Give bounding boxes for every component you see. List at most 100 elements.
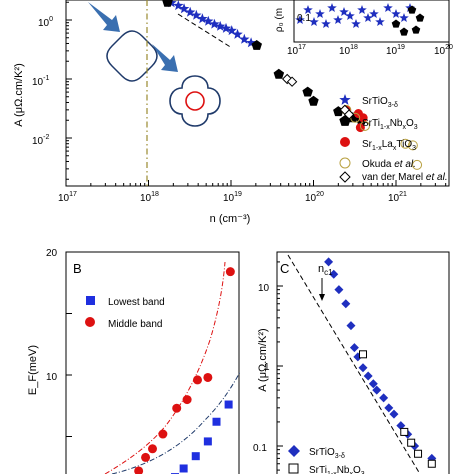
star-marker: [197, 13, 208, 24]
panel-c-ticks: [277, 261, 283, 471]
legend-text-part: x: [393, 145, 397, 152]
pentagon-marker: [273, 68, 285, 79]
circle-marker: [358, 113, 368, 123]
pentagon-marker: [407, 5, 417, 14]
open-square-marker: [400, 427, 409, 436]
open-square-marker: [427, 459, 436, 468]
star-marker: [357, 5, 367, 14]
legend-b-circle: [85, 317, 95, 327]
panel-b-label: B: [73, 261, 82, 276]
star-marker: [351, 19, 361, 28]
square-marker: [212, 417, 221, 426]
star-marker: [209, 18, 220, 29]
legend-text-part: 3: [412, 145, 416, 152]
star-marker: [184, 6, 196, 17]
star-marker: [220, 22, 232, 33]
star-marker: [391, 9, 401, 18]
a-xtick-3: 1020: [305, 191, 324, 204]
diamond-marker: [368, 379, 378, 389]
panel-a: 100 10-1 10-2 1017 1018 1019 1020 1021 n…: [13, 0, 453, 225]
a-xtick-1: 1018: [140, 191, 159, 204]
circle-marker: [182, 395, 192, 405]
legend-text-part: SrTi: [362, 118, 380, 129]
panel-c-frame: [276, 251, 450, 474]
square-marker: [191, 452, 200, 461]
panel-a-ticks: [65, 1, 447, 186]
diamond-marker: [329, 269, 339, 279]
open-circle-marker: [359, 120, 370, 131]
inset-xtick-3: 1020: [434, 44, 453, 57]
panel-a-data: [162, 0, 423, 170]
diamond-marker: [341, 299, 351, 309]
legend-a-entry-0: SrTiO3-δ: [362, 96, 398, 109]
a-xtick-4: 1021: [388, 191, 407, 204]
legend-a: SrTiO3-δ SrTi1-xNbxO3 Sr1-xLaxTiO3 Okuda…: [339, 94, 448, 183]
legend-text-part: Nb: [390, 118, 403, 129]
legend-text-part: van der Marel: [362, 172, 426, 183]
open-diamond-marker: [339, 171, 351, 183]
legend-c-entry-0: SrTiO3-δ: [309, 447, 345, 460]
star-marker: [309, 17, 319, 26]
star-marker: [315, 9, 325, 18]
legend-c: SrTiO3-δ SrTi1-xNbxO3: [288, 445, 365, 474]
power-law-guide: [177, 13, 233, 49]
panel-b-ticks: [66, 313, 72, 437]
star-marker: [203, 15, 214, 26]
panel-c-guide: [287, 254, 421, 474]
legend-text-part: Sr: [362, 139, 373, 150]
legend-text-part: et al.: [394, 159, 416, 170]
legend-text-part: 3: [361, 471, 365, 474]
a-xlabel: n (cm⁻³): [210, 213, 251, 225]
diamond-marker: [379, 393, 389, 403]
a-ytick-0: 100: [38, 16, 53, 29]
legend-text-part: TiO: [396, 139, 412, 150]
a-xtick-2: 1019: [223, 191, 242, 204]
legend-a-entry-2: Sr1-xLaxTiO3: [362, 139, 416, 152]
inset-data: [295, 3, 425, 36]
star-marker: [363, 13, 373, 22]
star-marker: [232, 28, 243, 39]
circle-marker: [225, 267, 235, 277]
star-marker: [339, 7, 349, 16]
diamond-marker: [324, 257, 334, 267]
star-marker: [178, 3, 190, 14]
legend-text-part: 1-x: [327, 471, 337, 474]
star-marker: [399, 13, 409, 22]
legend-b: Lowest band Middle band: [85, 296, 165, 330]
legend-c-diamond: [288, 445, 300, 457]
circle-marker: [148, 444, 157, 454]
a-xtick-0: 1017: [58, 191, 77, 204]
panel-c-data: [324, 257, 437, 468]
schematic-arrow-1: [88, 2, 120, 32]
diamond-marker: [358, 363, 368, 373]
open-diamond-marker: [286, 76, 298, 87]
b-ytick-20: 20: [46, 248, 58, 259]
pentagon-marker: [251, 40, 262, 50]
pentagon-marker: [399, 27, 409, 36]
diamond-marker: [349, 343, 359, 353]
open-square-marker: [359, 350, 367, 359]
diamond-marker: [372, 385, 382, 395]
circle-marker: [134, 466, 144, 474]
legend-a-entry-3: Okuda et al.: [362, 159, 416, 170]
b-ylabel: E_F(meV): [27, 345, 39, 395]
open-circle-marker: [407, 140, 418, 151]
legend-text-part: x: [403, 124, 407, 131]
legend-a-entry-1: SrTi1-xNbxO3: [362, 118, 418, 131]
pentagon-marker: [162, 0, 173, 7]
legend-text-part: O: [353, 465, 361, 474]
pentagon-marker: [308, 95, 319, 106]
star-marker: [383, 3, 393, 12]
star-marker: [239, 33, 250, 44]
circle-marker: [158, 429, 168, 439]
pentagon-marker: [415, 13, 425, 22]
star-marker: [333, 15, 343, 24]
star-marker: [226, 25, 237, 36]
legend-text-part: 1-x: [380, 124, 390, 131]
legend-c-entry-1: SrTi1-xNbxO3: [309, 465, 365, 474]
legend-b-square: [86, 296, 95, 305]
circle-marker: [172, 403, 182, 413]
legend-text-part: SrTiO: [309, 447, 335, 458]
legend-b-entry-0: Lowest band: [108, 297, 165, 308]
